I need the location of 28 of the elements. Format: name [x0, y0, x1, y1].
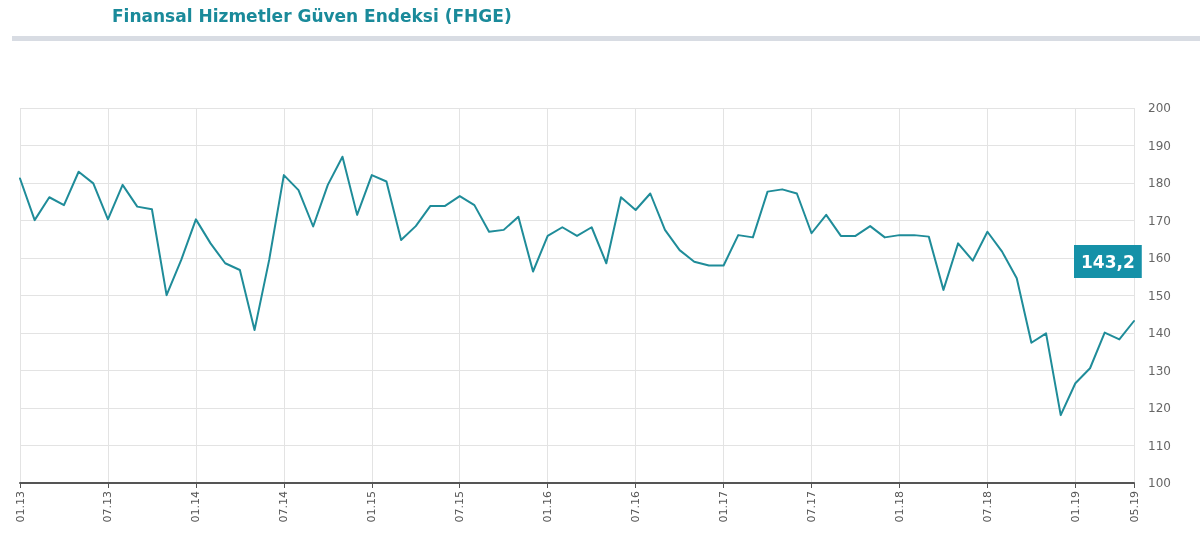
y-tick-label: 130 [1148, 363, 1171, 378]
x-tick-label: 07.18 [980, 491, 994, 523]
x-tick-label: 05.19 [1127, 491, 1141, 523]
y-tick-label: 190 [1148, 138, 1171, 153]
x-tick-label: 07.15 [453, 491, 467, 523]
y-tick-label: 120 [1148, 401, 1171, 415]
chart-title: Finansal Hizmetler Güven Endeksi (FHGE) [112, 6, 512, 26]
y-tick-label: 150 [1148, 288, 1171, 303]
x-tick-label: 01.16 [541, 491, 555, 523]
y-tick-label: 140 [1148, 326, 1171, 340]
x-tick-label: 07.16 [629, 491, 643, 523]
line-series [19, 155, 1135, 417]
x-tick-label: 01.17 [717, 491, 731, 523]
y-tick-label: 100 [1148, 476, 1171, 490]
y-tick-label: 200 [1148, 101, 1171, 115]
x-tick-label: 01.14 [189, 491, 203, 523]
x-tick-label: 01.13 [13, 491, 27, 523]
annotation: 143,2 [1081, 251, 1135, 272]
x-tick-label: 01.18 [892, 491, 906, 523]
y-tick-label: 180 [1148, 176, 1171, 190]
y-tick-label: 110 [1148, 438, 1171, 453]
y-tick-label: 170 [1148, 213, 1171, 228]
x-tick-label: 07.14 [277, 491, 291, 523]
x-tick-label: 01.15 [365, 491, 379, 523]
y-tick-label: 160 [1148, 251, 1171, 265]
x-tick-label: 07.13 [101, 491, 115, 523]
x-tick-label: 01.19 [1068, 491, 1082, 523]
x-tick-label: 07.17 [805, 491, 819, 523]
